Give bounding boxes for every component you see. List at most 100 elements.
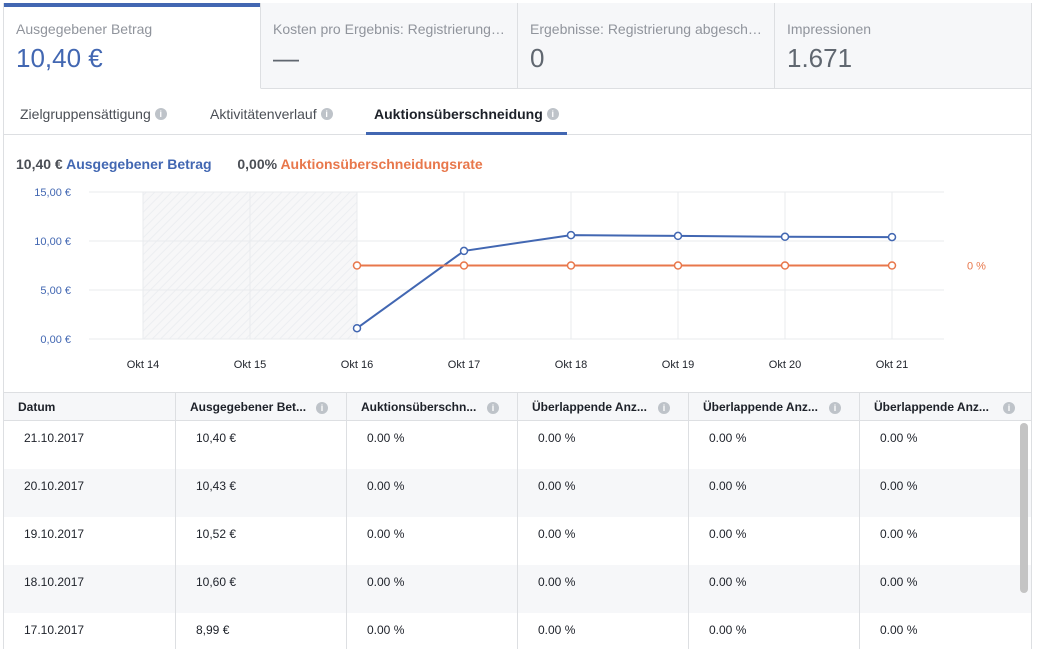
table-cell: 10,40 € <box>176 421 347 469</box>
table-cell: 21.10.2017 <box>4 421 176 469</box>
tab-bar: Zielgruppensättigung i Aktivitätenverlauf… <box>4 89 1031 135</box>
metric-label: Kosten pro Ergebnis: Registrierung ... <box>273 21 505 37</box>
info-icon[interactable]: i <box>1003 402 1015 414</box>
column-header-overlap-3[interactable]: Überlappende Anz... i <box>860 393 1031 420</box>
y-tick-label: 10,00 € <box>34 236 71 248</box>
table-cell: 0.00 % <box>880 431 918 445</box>
table-cell: 0.00 % <box>689 469 860 517</box>
tab-aktivitaetenverlauf[interactable]: Aktivitätenverlauf i <box>210 89 333 135</box>
data-point <box>673 261 683 270</box>
column-header-spend[interactable]: Ausgegebener Bet... i <box>176 393 347 420</box>
table-cell: 0.00 % <box>347 517 518 565</box>
table-header: Datum Ausgegebener Bet... i Auktionsübers… <box>4 392 1031 421</box>
table-row[interactable]: 21.10.2017 10,40 €0.00 % 0.00 % 0.00 % 0.00 … <box>4 421 1031 469</box>
table-cell: 0.00 % <box>689 517 860 565</box>
metric-value: 0 <box>530 43 545 73</box>
table-cell: 0.00 % <box>689 565 860 613</box>
x-tick-label: Okt 19 <box>662 359 694 371</box>
x-tick-label: Okt 16 <box>341 359 373 371</box>
table-body: 21.10.2017 10,40 €0.00 % 0.00 % 0.00 % 0.00 … <box>4 421 1031 649</box>
metric-card-spend[interactable]: Ausgegebener Betrag 10,40 € <box>4 3 261 89</box>
info-icon[interactable]: i <box>316 402 328 414</box>
metric-label: Impressionen <box>787 21 872 37</box>
table-row[interactable]: 17.10.2017 8,99 €0.00 % 0.00 % 0.00 % 0.00 % <box>4 613 1031 649</box>
data-point <box>459 261 469 270</box>
table-cell: 20.10.2017 <box>4 469 176 517</box>
info-icon[interactable]: i <box>658 402 670 414</box>
metric-label: Ergebnisse: Registrierung abgeschl... <box>530 21 762 37</box>
table-cell: 18.10.2017 <box>4 565 176 613</box>
table-cell: 19.10.2017 <box>4 517 176 565</box>
metric-card-impressions[interactable]: Impressionen 1.671 <box>775 3 1031 89</box>
table-cell: 0.00 % <box>518 517 689 565</box>
data-point <box>780 261 790 270</box>
table-cell: 10,60 € <box>176 565 347 613</box>
table-cell: 0.00 % <box>880 623 918 637</box>
right-axis-label: 0 % <box>967 261 986 273</box>
table-cell: 0.00 % <box>689 421 860 469</box>
y-tick-label: 0,00 € <box>40 334 71 346</box>
data-point <box>887 232 897 242</box>
line-chart: 15,00 € 10,00 € 5,00 € 0,00 € Okt 14 Okt 15 Ok… <box>34 187 986 371</box>
info-icon[interactable]: i <box>154 108 167 121</box>
table-cell: 0.00 % <box>518 469 689 517</box>
table-cell: 10,52 € <box>176 517 347 565</box>
metric-card-results[interactable]: Ergebnisse: Registrierung abgeschl... 0 <box>518 3 775 89</box>
spend-summary-value: 10,40 € <box>16 156 63 172</box>
metric-label: Ausgegebener Betrag <box>16 21 153 37</box>
spend-summary-label: Ausgegebener Betrag <box>66 156 212 172</box>
table-cell: 0.00 % <box>347 613 518 649</box>
x-tick-label: Okt 14 <box>127 359 159 371</box>
tab-auktionsueberschneidung[interactable]: Auktionsüberschneidung i <box>366 89 567 135</box>
data-point <box>673 231 683 241</box>
data-table: Datum Ausgegebener Bet... i Auktionsübers… <box>4 392 1031 649</box>
column-header-auction-overlap[interactable]: Auktionsüberschn... i <box>347 393 518 420</box>
data-point <box>352 261 362 270</box>
data-point <box>459 246 469 256</box>
metric-cards: Ausgegebener Betrag 10,40 € Kosten pro E… <box>4 3 1031 89</box>
table-cell: 0.00 % <box>880 527 918 541</box>
table-row[interactable]: 18.10.2017 10,60 €0.00 % 0.00 % 0.00 % 0.00 … <box>4 565 1031 613</box>
data-point <box>352 323 362 333</box>
report-panel: Ausgegebener Betrag 10,40 € Kosten pro E… <box>3 3 1032 649</box>
y-tick-label: 15,00 € <box>34 187 71 199</box>
table-scrollbar[interactable] <box>1020 423 1028 593</box>
tab-label: Aktivitätenverlauf <box>210 106 317 122</box>
column-header-datum[interactable]: Datum <box>4 393 176 420</box>
table-cell: 0.00 % <box>880 575 918 589</box>
data-point <box>780 232 790 242</box>
table-row[interactable]: 19.10.2017 10,52 €0.00 % 0.00 % 0.00 % 0.00 … <box>4 517 1031 565</box>
table-cell: 0.00 % <box>518 421 689 469</box>
rate-summary-label: Auktionsüberschneidungsrate <box>280 156 483 172</box>
x-tick-label: Okt 17 <box>448 359 480 371</box>
table-cell: 0.00 % <box>347 421 518 469</box>
tab-label: Auktionsüberschneidung <box>374 106 543 122</box>
table-cell: 10,43 € <box>176 469 347 517</box>
chart-summary: 10,40 € Ausgegebener Betrag 0,00% Auktio… <box>16 156 483 172</box>
table-cell: 17.10.2017 <box>4 613 176 649</box>
info-icon[interactable]: i <box>546 108 559 121</box>
metric-value: — <box>273 43 299 73</box>
x-tick-label: Okt 21 <box>876 359 908 371</box>
table-cell: 0.00 % <box>518 613 689 649</box>
x-tick-label: Okt 18 <box>555 359 587 371</box>
metric-card-cost-per-result[interactable]: Kosten pro Ergebnis: Registrierung ... — <box>261 3 518 89</box>
info-icon[interactable]: i <box>320 108 333 121</box>
metric-value: 1.671 <box>787 43 853 73</box>
data-point <box>566 261 576 270</box>
x-tick-label: Okt 20 <box>769 359 801 371</box>
info-icon[interactable]: i <box>487 402 499 414</box>
data-point <box>566 230 576 240</box>
info-icon[interactable]: i <box>829 402 841 414</box>
column-header-overlap-2[interactable]: Überlappende Anz... i <box>689 393 860 420</box>
table-cell: 0.00 % <box>689 613 860 649</box>
y-tick-label: 5,00 € <box>40 285 71 297</box>
table-cell: 0.00 % <box>347 565 518 613</box>
column-header-overlap-1[interactable]: Überlappende Anz... i <box>518 393 689 420</box>
tab-zielgruppensaettigung[interactable]: Zielgruppensättigung i <box>20 89 167 135</box>
table-cell: 0.00 % <box>518 565 689 613</box>
series-line-spend <box>356 234 893 330</box>
table-cell: 0.00 % <box>347 469 518 517</box>
table-cell: 8,99 € <box>176 613 347 649</box>
table-row[interactable]: 20.10.2017 10,43 €0.00 % 0.00 % 0.00 % 0.00 … <box>4 469 1031 517</box>
